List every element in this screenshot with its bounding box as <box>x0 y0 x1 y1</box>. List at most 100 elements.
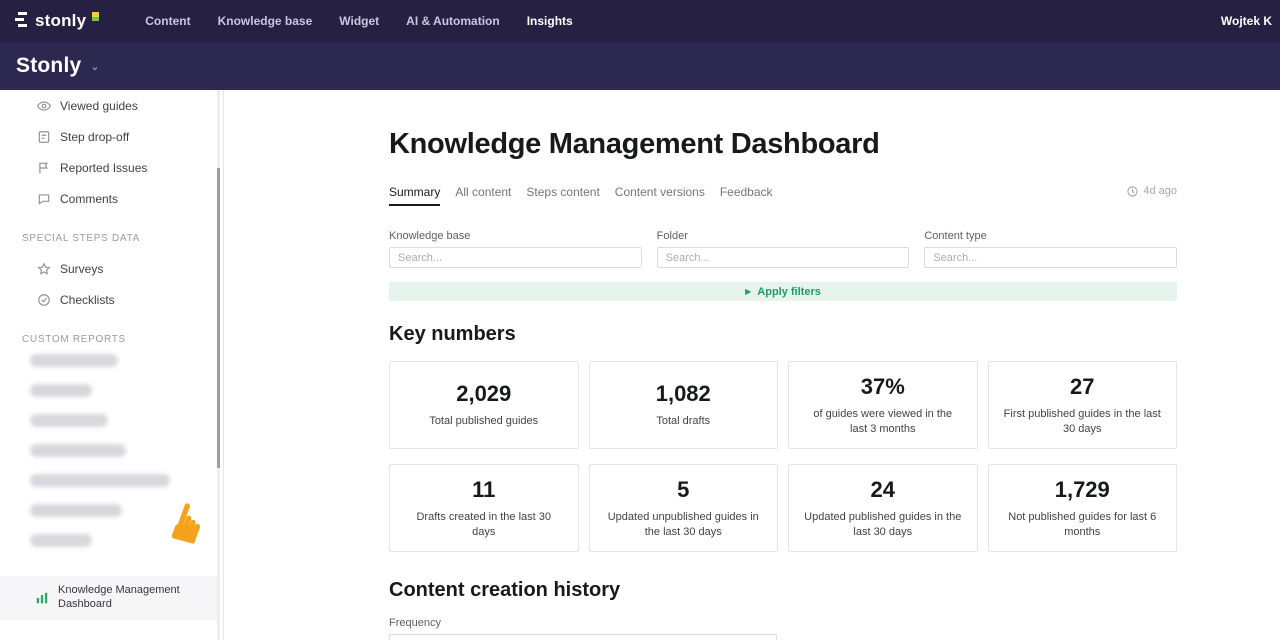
stat-card-not-published: 1,729 Not published guides for last 6 mo… <box>987 464 1177 552</box>
sidebar-item-label: Checklists <box>60 292 115 307</box>
redacted-report-item[interactable] <box>30 474 170 487</box>
stat-card-first-published: 27 First published guides in the last 30… <box>987 361 1177 449</box>
knowledge-base-search-input[interactable] <box>389 247 642 268</box>
top-nav-items: Content Knowledge base Widget AI & Autom… <box>145 14 572 28</box>
tab-feedback[interactable]: Feedback <box>719 185 773 199</box>
filter-label: Knowledge base <box>389 230 471 242</box>
comment-icon <box>38 193 50 205</box>
eye-icon <box>37 100 51 111</box>
redacted-report-item[interactable] <box>30 444 126 457</box>
stonly-logo[interactable]: stonly <box>14 11 100 31</box>
sidebar-item-label: Reported Issues <box>60 160 148 175</box>
key-numbers-grid: 2,029 Total published guides 1,082 Total… <box>389 361 1177 552</box>
stat-value: 2,029 <box>456 381 512 407</box>
key-numbers-heading: Key numbers <box>389 323 516 345</box>
sidebar-scrollbar-thumb[interactable] <box>217 168 220 468</box>
stat-card-updated-unpublished: 5 Updated unpublished guides in the last… <box>588 464 778 552</box>
play-icon: ▶ <box>745 286 752 296</box>
redacted-report-item[interactable] <box>30 534 92 547</box>
star-icon <box>37 261 51 275</box>
stat-card-updated-published: 24 Updated published guides in the last … <box>788 464 978 552</box>
sidebar-item-comments[interactable]: Comments <box>0 183 223 214</box>
filter-knowledge-base: Knowledge base <box>389 230 642 268</box>
stonly-logo-text: stonly <box>35 11 87 30</box>
filter-label: Content type <box>924 230 987 242</box>
main-content: Knowledge Management Dashboard Summary A… <box>224 90 1280 640</box>
logo-badge-icon <box>92 12 100 21</box>
user-menu[interactable]: Wojtek K <box>1220 14 1272 28</box>
filter-label: Folder <box>656 230 688 242</box>
stat-label: Drafts created in the last 30 days <box>416 510 551 538</box>
stat-value: 11 <box>472 476 496 502</box>
stat-card-total-drafts: 1,082 Total drafts <box>588 361 778 449</box>
sidebar-item-label: Comments <box>60 191 119 206</box>
sidebar-section-special-steps: SPECIAL STEPS DATA <box>22 233 141 244</box>
filter-content-type: Content type <box>924 230 1178 268</box>
stat-value: 24 <box>870 476 895 502</box>
sidebar-item-label: Knowledge Management Dashboard <box>58 584 180 610</box>
workspace-title[interactable]: Stonly <box>16 54 82 77</box>
redacted-report-item[interactable] <box>30 414 108 427</box>
nav-item-knowledge-base[interactable]: Knowledge base <box>217 14 313 28</box>
stat-card-total-published: 2,029 Total published guides <box>389 361 579 449</box>
tab-summary[interactable]: Summary <box>389 185 441 206</box>
pointer-hand-cursor-icon: ☛ <box>154 492 225 556</box>
stat-label: Total drafts <box>656 415 711 428</box>
stat-label: Updated published guides in the last 30 … <box>804 510 962 538</box>
sidebar-item-reported-issues[interactable]: Reported Issues <box>0 152 223 183</box>
frequency-select[interactable]: Monthly ⌄ <box>389 634 777 640</box>
last-updated-text: 4d ago <box>1143 185 1177 197</box>
sidebar-item-label: Surveys <box>60 261 104 276</box>
stat-value: 1,729 <box>1054 476 1110 502</box>
sidebar-item-viewed-guides[interactable]: Viewed guides <box>0 90 223 121</box>
sidebar-item-surveys[interactable]: Surveys <box>0 253 223 284</box>
page-title: Knowledge Management Dashboard <box>389 128 880 160</box>
redacted-report-item[interactable] <box>30 354 118 367</box>
stat-label: Updated unpublished guides in the last 3… <box>607 510 759 538</box>
redacted-report-item[interactable] <box>30 384 92 397</box>
stat-value: 37% <box>860 373 905 399</box>
stat-value: 1,082 <box>655 381 711 407</box>
nav-item-insights[interactable]: Insights <box>526 14 573 28</box>
dashboard-tabs: Summary All content Steps content Conten… <box>389 185 1177 206</box>
check-circle-icon <box>38 293 50 306</box>
stat-label: First published guides in the last 30 da… <box>1003 407 1161 435</box>
step-drop-off-icon <box>38 130 50 143</box>
nav-item-content[interactable]: Content <box>145 14 191 28</box>
apply-filters-label: Apply filters <box>757 285 821 298</box>
stat-value: 27 <box>1070 373 1095 399</box>
bar-chart-icon <box>36 592 48 604</box>
tab-all-content[interactable]: All content <box>455 185 512 199</box>
flag-icon <box>39 162 48 173</box>
sidebar-item-step-drop-off[interactable]: Step drop-off <box>0 121 223 152</box>
frequency-label: Frequency <box>389 617 441 629</box>
chevron-down-icon[interactable]: ⌄ <box>90 60 100 73</box>
sidebar-item-checklists[interactable]: Checklists <box>0 284 223 315</box>
top-navbar: stonly Content Knowledge base Widget AI … <box>0 0 1280 42</box>
nav-item-ai-automation[interactable]: AI & Automation <box>406 14 500 28</box>
sidebar-item-knowledge-management-dashboard[interactable]: Knowledge Management Dashboard <box>0 576 218 620</box>
last-updated: 4d ago <box>1127 185 1177 197</box>
stat-value: 5 <box>677 476 690 502</box>
workspace-header: Stonly ⌄ <box>0 42 1280 90</box>
stat-label: Not published guides for last 6 months <box>1008 510 1157 538</box>
tab-content-versions[interactable]: Content versions <box>614 185 705 199</box>
apply-filters-button[interactable]: ▶ Apply filters <box>389 282 1177 301</box>
content-creation-history-heading: Content creation history <box>389 579 621 601</box>
filters-row: Knowledge base Folder Content type <box>389 230 1178 268</box>
tab-steps-content[interactable]: Steps content <box>526 185 600 199</box>
insights-sidebar: Viewed guides Step drop-off Reported Iss… <box>0 90 225 640</box>
stat-label: Total published guides <box>429 415 539 428</box>
nav-item-widget[interactable]: Widget <box>339 14 380 28</box>
stat-card-viewed-percent: 37% of guides were viewed in the last 3 … <box>788 361 978 449</box>
sidebar-item-label: Viewed guides <box>60 98 138 113</box>
filter-folder: Folder <box>656 230 910 268</box>
content-type-search-input[interactable] <box>924 247 1178 268</box>
folder-search-input[interactable] <box>656 247 910 268</box>
stat-label: of guides were viewed in the last 3 mont… <box>813 407 953 435</box>
sidebar-item-label: Step drop-off <box>60 129 130 144</box>
stat-card-drafts-created: 11 Drafts created in the last 30 days <box>389 464 579 552</box>
sidebar-section-custom-reports: CUSTOM REPORTS <box>22 334 126 345</box>
redacted-report-item[interactable] <box>30 504 122 517</box>
stonly-logo-icon <box>15 12 27 27</box>
